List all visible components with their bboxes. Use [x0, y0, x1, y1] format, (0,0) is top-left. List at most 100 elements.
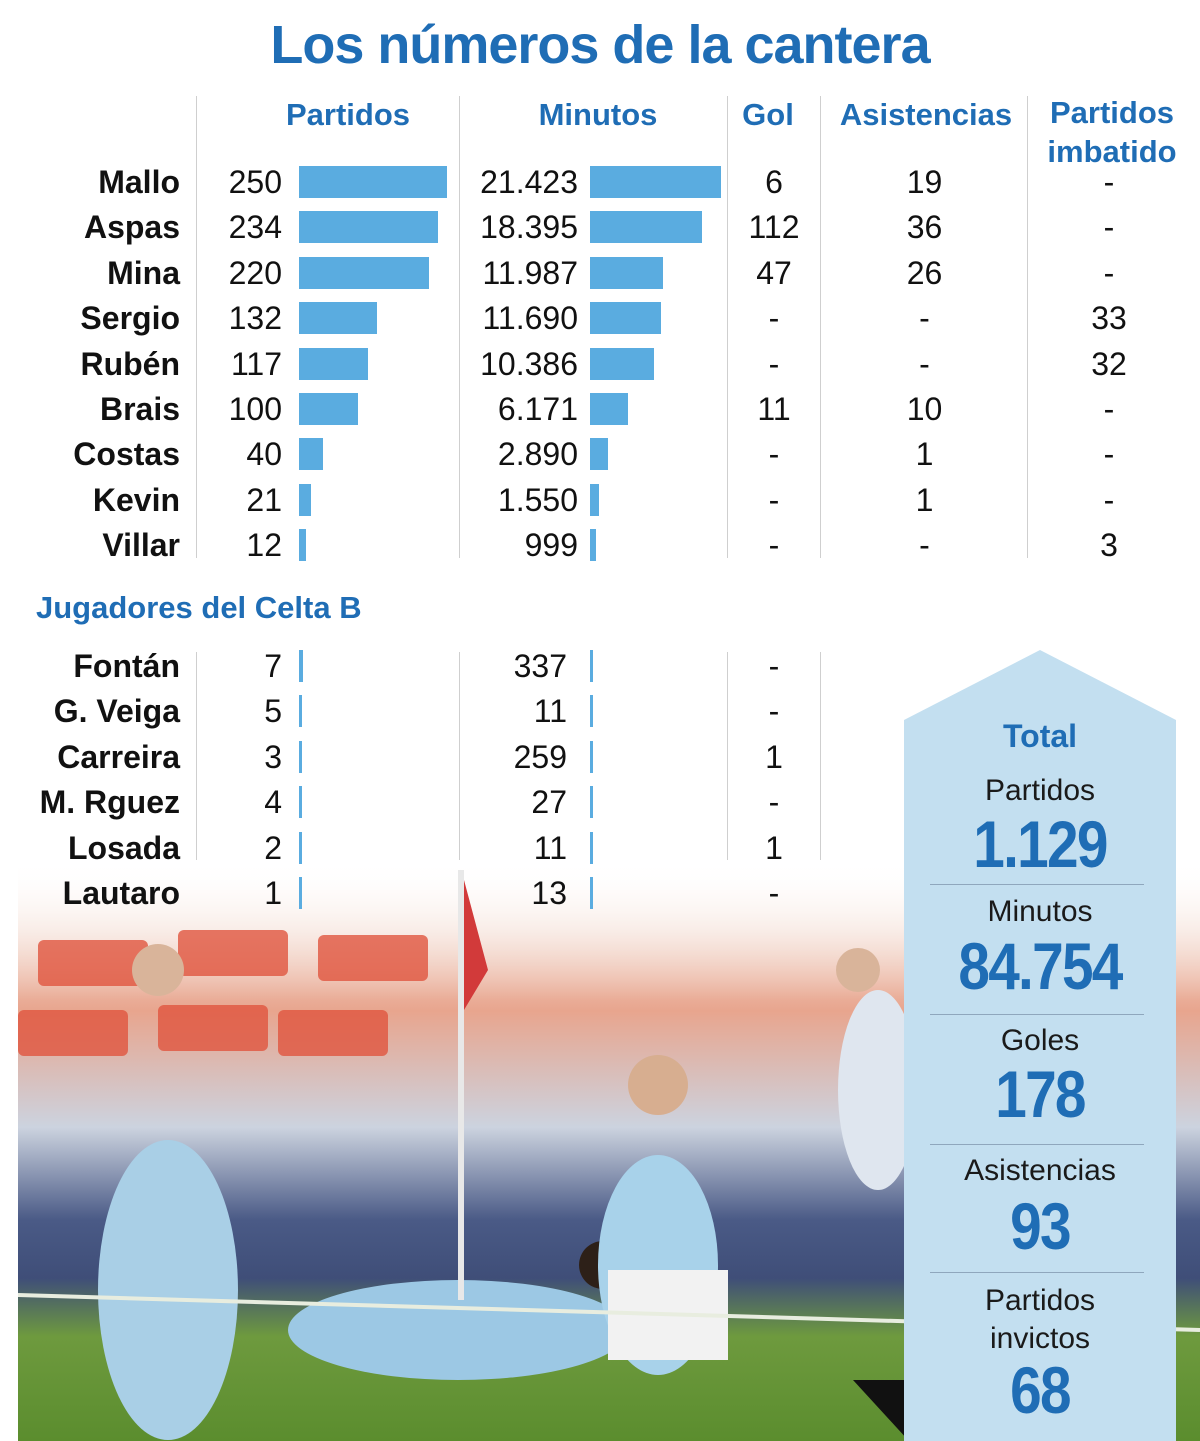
imbatido-value: -: [1103, 481, 1115, 518]
gol-value: 11: [757, 391, 791, 427]
asistencias-value: -: [919, 527, 930, 564]
player-name: Rubén: [80, 345, 180, 382]
minutos-value: 27: [531, 784, 567, 821]
asistencias-value: 26: [906, 254, 943, 291]
partidos-value: 1: [264, 875, 282, 911]
player-name: Mina: [107, 254, 180, 291]
minutos-value: 11: [533, 829, 567, 866]
partidos-value: 132: [228, 300, 282, 337]
partidos-value: 4: [264, 784, 282, 821]
minutos-value: 2.890: [497, 436, 578, 473]
minutos-value: 999: [524, 527, 578, 564]
total-minutos-value: 84.754: [958, 929, 1123, 1003]
gol-value: 1: [765, 829, 783, 866]
table-row: Costas 40 2.890 - 1 -: [0, 432, 1200, 476]
stadium-seat: [18, 1010, 128, 1056]
player-name: Kevin: [92, 481, 180, 518]
table-row: Losada 2 11 1: [0, 826, 1200, 870]
gol-value: -: [768, 875, 780, 911]
header-asistencias: Asistencias: [839, 97, 1013, 132]
player-name: Costas: [73, 436, 180, 473]
partidos-bar: [299, 438, 323, 471]
minutos-bar: [590, 483, 600, 516]
total-divider: [930, 884, 1144, 885]
partidos-value: 234: [228, 209, 282, 246]
header-partidos: Partidos: [285, 97, 411, 132]
player-name: M. Rguez: [39, 784, 180, 821]
column-divider: [1027, 96, 1028, 558]
gol-value: -: [768, 345, 780, 382]
asistencias-value: 19: [906, 164, 943, 200]
table-row: Mallo 250 21.423 6 19 -: [0, 160, 1200, 204]
minutos-bar: [590, 438, 608, 471]
minutos-bar: [590, 877, 593, 909]
stadium-seat: [158, 1005, 268, 1051]
partidos-value: 7: [264, 648, 282, 684]
gol-value: -: [768, 784, 780, 821]
imbatido-value: 33: [1091, 300, 1127, 337]
table-row: Rubén 117 10.386 - - 32: [0, 342, 1200, 386]
stadium-seat: [38, 940, 148, 986]
celta-b-title: Jugadores del Celta B: [36, 590, 362, 625]
player-name: Fontán: [73, 648, 180, 684]
players-silhouette: [18, 870, 1200, 1440]
table-row: Fontán 7 337 -: [0, 644, 1200, 688]
total-goles-value: 178: [995, 1057, 1086, 1131]
column-divider: [196, 96, 197, 558]
total-panel: [904, 650, 1176, 1441]
partidos-bar: [299, 529, 307, 562]
table-row: M. Rguez 4 27 -: [0, 780, 1200, 824]
table-row: Villar 12 999 - - 3: [0, 523, 1200, 567]
asistencias-value: -: [919, 345, 930, 382]
imbatido-value: -: [1103, 436, 1115, 473]
asistencias-value: 10: [906, 391, 943, 427]
stadium-seat: [318, 935, 428, 981]
total-minutos-label: Minutos: [987, 895, 1093, 928]
gol-value: -: [768, 648, 780, 684]
total-asistencias-value: 93: [1010, 1189, 1071, 1263]
total-partidos-value: 1.129: [973, 807, 1108, 881]
table-row: Mina 220 11.987 47 26 -: [0, 251, 1200, 295]
table-row: Carreira 3 259 1: [0, 735, 1200, 779]
table-row: Brais 100 6.171 11 10 -: [0, 387, 1200, 431]
column-divider: [820, 96, 821, 558]
partidos-bar: [299, 740, 302, 773]
minutos-value: 6.171: [497, 391, 578, 427]
header-imbatido: Partidos imbatido: [1047, 95, 1177, 169]
table-row: Kevin 21 1.550 - 1 -: [0, 478, 1200, 522]
total-divider: [930, 1014, 1144, 1015]
asistencias-value: 1: [915, 436, 934, 473]
minutos-value: 259: [513, 738, 567, 775]
partidos-bar: [299, 786, 302, 819]
total-divider: [930, 1272, 1144, 1273]
partidos-value: 100: [228, 391, 282, 427]
minutos-value: 11: [533, 693, 567, 730]
minutos-value: 11.690: [482, 300, 579, 337]
imbatido-value: -: [1103, 209, 1115, 246]
gol-value: 47: [756, 254, 792, 291]
player-name: Carreira: [57, 738, 180, 775]
player-name: Aspas: [83, 209, 180, 246]
partidos-value: 21: [246, 481, 282, 518]
gol-value: 1: [765, 738, 783, 775]
partidos-value: 250: [228, 164, 282, 200]
imbatido-value: -: [1103, 164, 1115, 200]
partidos-bar: [299, 393, 359, 425]
partidos-bar: [299, 877, 302, 909]
minutos-bar: [590, 695, 593, 728]
imbatido-value: 32: [1091, 345, 1127, 382]
minutos-bar: [590, 529, 597, 562]
partidos-bar: [299, 256, 430, 289]
gol-value: -: [768, 481, 780, 518]
minutos-bar: [590, 211, 703, 244]
partidos-bar: [299, 347, 369, 380]
column-divider: [459, 96, 460, 558]
minutos-bar: [590, 831, 593, 864]
gol-value: -: [768, 693, 780, 730]
partidos-bar: [299, 302, 378, 335]
partidos-value: 5: [264, 693, 282, 730]
partidos-value: 2: [264, 829, 282, 866]
imbatido-value: 3: [1100, 527, 1118, 564]
table-row: Sergio 132 11.690 - - 33: [0, 296, 1200, 340]
partidos-bar: [299, 211, 438, 244]
